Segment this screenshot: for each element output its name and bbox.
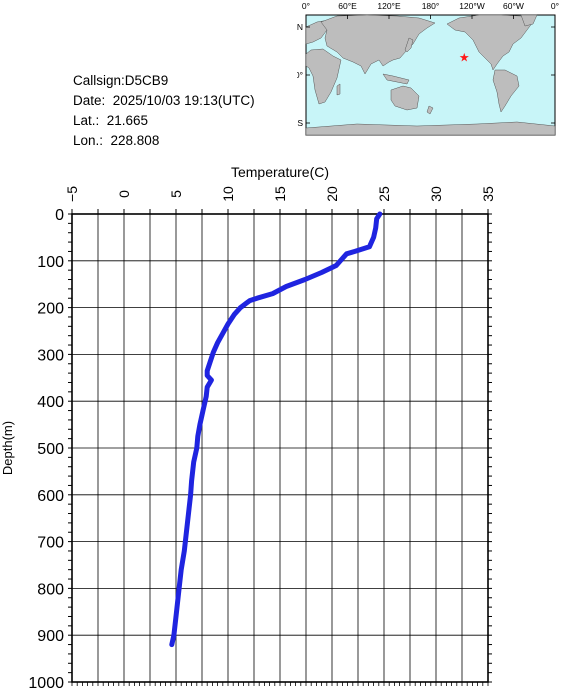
- world-map: 0° 60°E 120°E 180° 120°W 60°W 0° 60°N 0° 60°S ★: [284, 1, 559, 136]
- land-africa: [305, 48, 342, 105]
- y-tick-label: 0: [55, 207, 64, 224]
- y-tick-label: 100: [37, 254, 64, 271]
- map-lon-label: 0°: [302, 1, 310, 11]
- y-tick-label: 600: [37, 488, 64, 505]
- latitude-text: Lat.: 21.665: [73, 113, 149, 128]
- map-lon-label: 120°E: [377, 1, 401, 11]
- map-lon-label: 0°: [551, 1, 559, 11]
- land-japan: [404, 37, 414, 53]
- y-tick-labels: 0 100 200 300 400 500 600 700 800 900 1000: [28, 207, 64, 690]
- y-tick-label: 300: [37, 347, 64, 364]
- x-tick-label: 20: [324, 186, 340, 202]
- y-axis-label: Depth(m): [0, 421, 15, 475]
- x-tick-label: 5: [168, 190, 184, 198]
- horizontal-gridlines: [72, 213, 488, 683]
- land-madagascar: [336, 83, 341, 96]
- land-indonesia: [382, 73, 410, 85]
- y-tick-label: 200: [37, 301, 64, 318]
- land-australia: [390, 85, 420, 111]
- land-europe: [305, 19, 330, 45]
- map-continents: [305, 14, 556, 136]
- x-tick-labels: −5 0 5 10 15 20 25 30 35: [64, 186, 496, 202]
- cast-info: Callsign:D5CB9 Date: 2025/10/03 19:13(UT…: [73, 71, 255, 151]
- x-tick-label: 10: [220, 186, 236, 202]
- map-lat-label: 0°: [297, 70, 303, 80]
- location-marker-star-icon: ★: [459, 51, 470, 65]
- longitude-text: Lon.: 228.808: [73, 133, 160, 148]
- y-tick-label: 500: [37, 441, 64, 458]
- x-tick-label: 25: [376, 186, 392, 202]
- y-tick-label: 400: [37, 394, 64, 411]
- y-tick-label: 1000: [28, 675, 64, 690]
- map-lat-label: 60°N: [297, 22, 303, 32]
- plot-frame: [71, 213, 489, 683]
- map-lon-label: 120°W: [459, 1, 485, 11]
- x-tick-label: 0: [116, 190, 132, 198]
- land-south-america: [492, 69, 520, 113]
- map-lat-label: 60°S: [297, 118, 303, 128]
- land-greenland: [520, 14, 538, 27]
- y-tick-label: 700: [37, 535, 64, 552]
- minor-ticks: [68, 209, 492, 686]
- land-antarctica: [305, 121, 556, 136]
- map-lon-label: 180°: [422, 1, 440, 11]
- x-axis-label: Temperature(C): [231, 164, 329, 180]
- y-tick-label: 800: [37, 581, 64, 598]
- temperature-profile-line: [169, 211, 383, 648]
- x-tick-label: 15: [272, 186, 288, 202]
- y-tick-label: 900: [37, 628, 64, 645]
- x-tick-label: 30: [428, 186, 444, 202]
- map-lon-label: 60°W: [503, 1, 524, 11]
- land-asia: [320, 14, 436, 75]
- date-text: Date: 2025/10/03 19:13(UTC): [73, 93, 255, 108]
- map-ticks: [305, 15, 556, 124]
- x-tick-label: 35: [480, 186, 496, 202]
- map-latitude-labels: 60°N 0° 60°S: [284, 22, 303, 128]
- vertical-gridlines: [71, 214, 489, 682]
- map-lon-label: 60°E: [338, 1, 357, 11]
- land-north-america: [446, 14, 534, 71]
- map-longitude-labels: 0° 60°E 120°E 180° 120°W 60°W 0°: [302, 1, 559, 11]
- x-tick-label: −5: [64, 186, 80, 202]
- land-new-zealand: [426, 105, 434, 115]
- location-map: 0° 60°E 120°E 180° 120°W 60°W 0° 60°N 0° 60°S ★: [284, 0, 564, 145]
- callsign-text: Callsign:D5CB9: [73, 73, 169, 88]
